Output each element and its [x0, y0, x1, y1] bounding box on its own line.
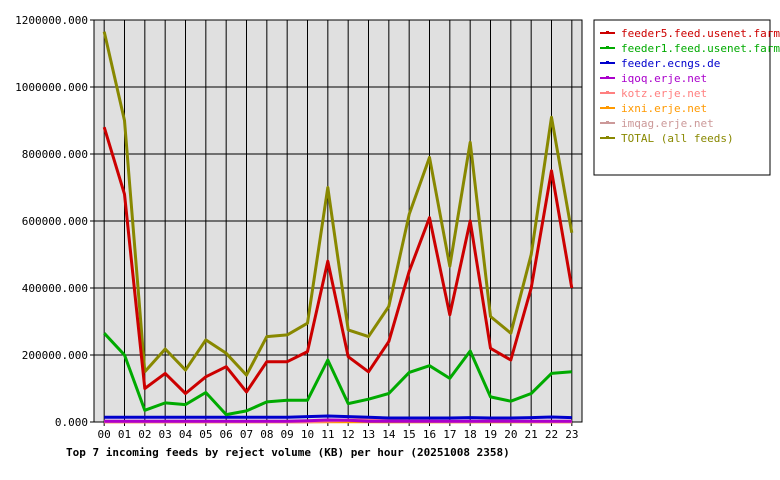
legend-marker	[606, 61, 609, 64]
x-tick-label: 07	[240, 428, 253, 441]
x-tick-label: 20	[504, 428, 517, 441]
series-line-iqoq-erje-net	[104, 418, 572, 423]
y-tick-label: 1000000.000	[15, 81, 88, 94]
x-tick-label: 12	[342, 428, 355, 441]
x-tick-label: 05	[199, 428, 212, 441]
legend-marker	[606, 91, 609, 94]
x-tick-label: 00	[98, 428, 111, 441]
x-tick-label: 18	[464, 428, 477, 441]
legend-label: TOTAL (all feeds)	[621, 132, 734, 145]
series-line-feeder1-feed-usenet-farm	[103, 332, 572, 417]
legend: feeder5.feed.usenet.farm feeder1.feed.use…	[593, 19, 780, 176]
legend-box	[593, 19, 771, 176]
legend-label: kotz.erje.net	[621, 87, 707, 100]
x-tick-label: 14	[382, 428, 396, 441]
x-tick-label: 11	[321, 428, 334, 441]
series-line-total-all-feeds	[102, 31, 574, 377]
legend-label: feeder5.feed.usenet.farm	[621, 27, 780, 40]
x-tick-label: 03	[159, 428, 172, 441]
legend-marker	[606, 31, 609, 34]
legend-label: feeder.ecngs.de	[621, 57, 720, 70]
x-tick-label: 22	[545, 428, 558, 441]
x-tick-label: 15	[403, 428, 416, 441]
x-tick-label: 09	[281, 428, 294, 441]
x-tick-label: 08	[260, 428, 273, 441]
series-lines	[102, 31, 574, 424]
y-tick-label: 0.000	[55, 416, 88, 429]
x-tick-label: 13	[362, 428, 375, 441]
legend-label: iqoq.erje.net	[621, 72, 707, 85]
legend-label: imqag.erje.net	[621, 117, 714, 130]
x-tick-label: 01	[118, 428, 131, 441]
series-line-feeder5-feed-usenet-farm	[102, 126, 574, 395]
y-axis-ticks: 0.000 200000.000 400000.000 600000.000 80000…	[15, 14, 94, 429]
legend-label: ixni.erje.net	[621, 102, 707, 115]
x-tick-label: 23	[565, 428, 578, 441]
x-tick-label: 21	[525, 428, 538, 441]
legend-marker	[606, 76, 609, 79]
y-tick-label: 200000.000	[22, 349, 88, 362]
x-tick-label: 10	[301, 428, 314, 441]
chart-title: Top 7 incoming feeds by reject volume (K…	[66, 446, 510, 459]
x-tick-label: 19	[484, 428, 497, 441]
x-tick-label: 17	[443, 428, 456, 441]
y-tick-label: 1200000.000	[15, 14, 88, 27]
x-tick-label: 04	[179, 428, 193, 441]
y-tick-label: 600000.000	[22, 215, 88, 228]
x-axis-ticks: 00 01 02 03 04 05 06 07 08 09 10 11 12 13 14 15 16 17 18 19…	[98, 422, 578, 441]
x-tick-label: 06	[220, 428, 233, 441]
legend-marker	[606, 121, 609, 124]
legend-marker	[606, 106, 609, 109]
legend-label: feeder1.feed.usenet.farm	[621, 42, 780, 55]
x-tick-label: 02	[138, 428, 151, 441]
x-tick-label: 16	[423, 428, 436, 441]
legend-marker	[606, 136, 609, 139]
y-tick-label: 400000.000	[22, 282, 88, 295]
y-tick-label: 800000.000	[22, 148, 88, 161]
series-line-feeder-ecngs-de	[104, 414, 572, 420]
legend-marker	[606, 46, 609, 49]
